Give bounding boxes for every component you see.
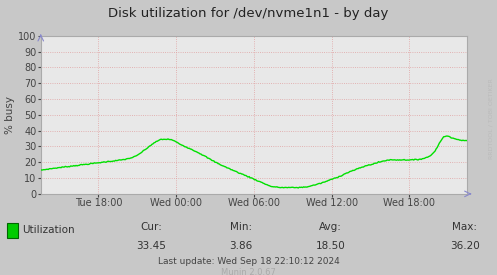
Text: Munin 2.0.67: Munin 2.0.67	[221, 268, 276, 275]
Text: Min:: Min:	[230, 222, 252, 232]
Text: Utilization: Utilization	[22, 225, 75, 235]
Text: Max:: Max:	[452, 222, 477, 232]
Y-axis label: % busy: % busy	[5, 96, 15, 134]
Text: 18.50: 18.50	[316, 241, 345, 251]
Text: 36.20: 36.20	[450, 241, 480, 251]
Text: Cur:: Cur:	[141, 222, 163, 232]
Text: 33.45: 33.45	[137, 241, 166, 251]
Text: Last update: Wed Sep 18 22:10:12 2024: Last update: Wed Sep 18 22:10:12 2024	[158, 257, 339, 266]
Text: 3.86: 3.86	[230, 241, 252, 251]
Text: RRDTOOL / TOBI OETIKER: RRDTOOL / TOBI OETIKER	[489, 78, 494, 159]
Text: Avg:: Avg:	[319, 222, 342, 232]
Text: Disk utilization for /dev/nvme1n1 - by day: Disk utilization for /dev/nvme1n1 - by d…	[108, 7, 389, 20]
